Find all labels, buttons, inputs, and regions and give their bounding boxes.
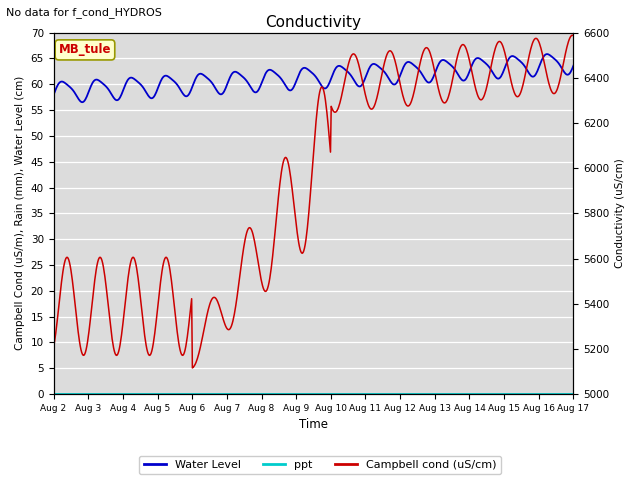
Text: No data for f_cond_HYDROS: No data for f_cond_HYDROS: [6, 7, 163, 18]
Legend: Water Level, ppt, Campbell cond (uS/cm): Water Level, ppt, Campbell cond (uS/cm): [140, 456, 500, 474]
Title: Conductivity: Conductivity: [266, 15, 362, 30]
X-axis label: Time: Time: [299, 419, 328, 432]
Y-axis label: Conductivity (uS/cm): Conductivity (uS/cm): [615, 158, 625, 268]
Text: MB_tule: MB_tule: [59, 43, 111, 57]
Y-axis label: Campbell Cond (uS/m), Rain (mm), Water Level (cm): Campbell Cond (uS/m), Rain (mm), Water L…: [15, 76, 25, 350]
